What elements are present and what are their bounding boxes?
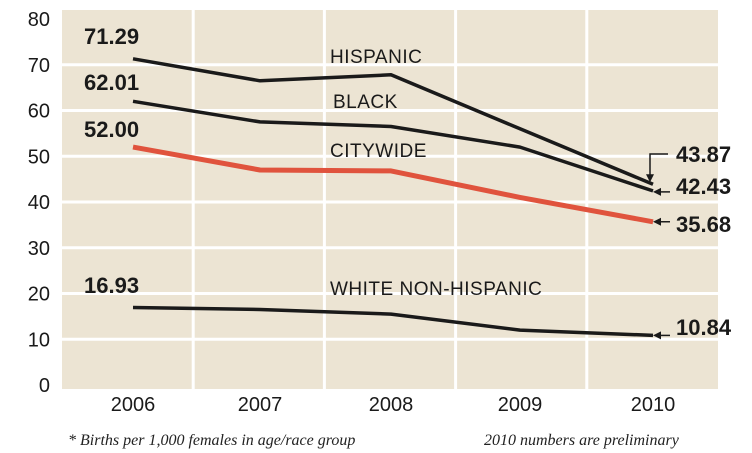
x-tick-label: 2006 [111,394,156,416]
value-annotations: 71.29 62.01 52.00 16.93 43.87 42.43 35.68 10.84 [84,24,732,340]
series-labels: HISPANIC BLACK CITYWIDE WHITE NON-HISPANIC [330,47,542,300]
series-name-label: BLACK [333,92,398,113]
y-tick-label: 10 [28,329,50,351]
start-value-label: 52.00 [84,117,139,142]
y-axis-ticks: 0 10 20 30 40 50 60 70 80 [28,9,50,397]
x-tick-label: 2008 [369,394,414,416]
y-tick-label: 30 [28,238,50,260]
end-arrow-head [653,217,661,226]
end-arrow-head [653,187,661,196]
series-lines [132,57,654,338]
x-tick-label: 2007 [238,394,283,416]
series-line-citywide [132,144,654,225]
series-line-hispanic [132,57,654,186]
x-tick-label: 2010 [631,394,676,416]
end-value-label: 43.87 [676,142,731,167]
end-arrow [649,153,668,181]
series-name-label: WHITE NON-HISPANIC [330,279,542,300]
series-line-black [132,99,654,193]
y-tick-label: 80 [28,9,50,31]
y-tick-label: 20 [28,284,50,306]
end-arrow-head [646,174,654,183]
start-value-label: 71.29 [84,24,139,49]
end-value-label: 42.43 [676,174,731,199]
y-tick-label: 60 [28,101,50,123]
y-tick-label: 40 [28,192,50,214]
start-value-label: 62.01 [84,70,139,95]
series-name-label: CITYWIDE [330,141,427,162]
series-name-label: HISPANIC [330,47,422,68]
footnote-preliminary: 2010 numbers are preliminary [484,432,680,449]
x-tick-label: 2009 [498,394,543,416]
y-tick-label: 0 [39,375,50,397]
start-value-label: 16.93 [84,273,139,298]
end-value-label: 10.84 [676,315,732,340]
y-tick-label: 70 [28,55,50,77]
x-axis-ticks: 2006 2007 2008 2009 2010 [111,394,676,416]
end-arrow-head [653,331,661,340]
y-tick-label: 50 [28,146,50,168]
footnote-definition: * Births per 1,000 females in age/race g… [68,432,355,449]
end-value-label: 35.68 [676,212,731,237]
series-line-white-non-hispanic [132,305,654,338]
